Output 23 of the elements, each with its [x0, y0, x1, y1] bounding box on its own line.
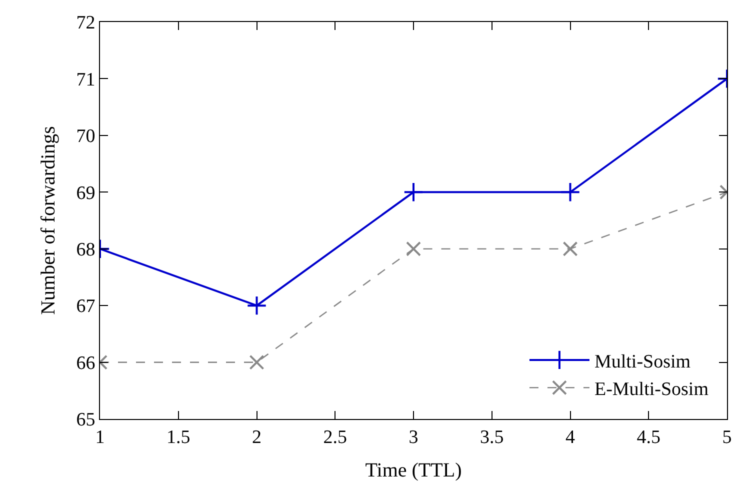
y-tick-label: 65 [76, 410, 96, 431]
y-tick-label: 71 [76, 69, 96, 90]
x-tick-label: 3 [408, 426, 418, 448]
x-tick-label: 1 [95, 426, 105, 448]
x-tick-label: 4.5 [636, 426, 661, 448]
y-tick-label: 69 [76, 182, 96, 204]
legend-label: Multi-Sosim [594, 351, 691, 372]
y-tick-label: 70 [76, 126, 96, 148]
x-tick-label: 4 [566, 426, 576, 448]
x-tick-label: 5 [722, 426, 732, 448]
x-tick-label: 2 [252, 426, 262, 448]
y-axis-title: Number of forwardings [38, 126, 60, 315]
point [406, 241, 421, 256]
point [403, 182, 424, 202]
legend-label: E-Multi-Sosim [594, 379, 709, 400]
y-tick-label: 67 [76, 296, 96, 318]
x-axis-title: Time (TTL) [365, 459, 462, 482]
x-tick-label: 2.5 [323, 426, 348, 448]
y-tick-label: 66 [76, 352, 96, 374]
x-tick-label: 1.5 [166, 426, 190, 448]
x-tick-label: 3.5 [480, 426, 504, 448]
y-tick-label: 72 [76, 12, 96, 34]
y-tick-label: 68 [76, 240, 96, 261]
